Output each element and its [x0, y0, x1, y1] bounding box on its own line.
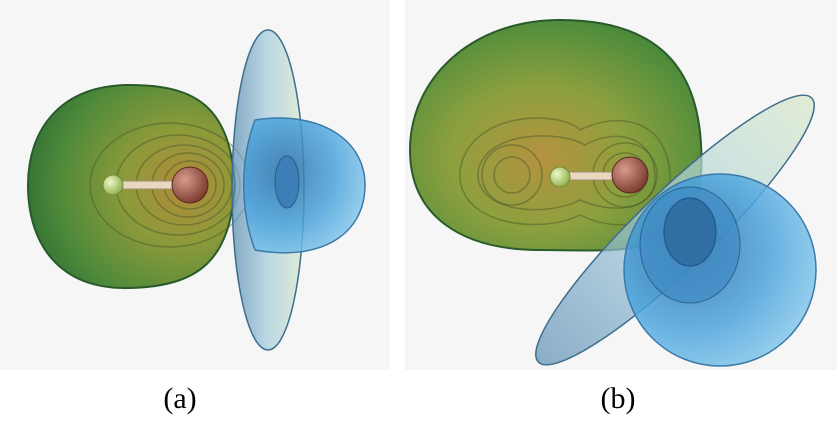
blue-core — [274, 155, 300, 209]
panel-b — [405, 0, 837, 370]
atom-light — [549, 166, 571, 188]
blue-lobe — [243, 117, 366, 254]
panel-label: (a) — [163, 382, 196, 415]
atom-heavy — [611, 156, 649, 194]
atom-heavy — [171, 166, 209, 204]
blue-core — [663, 197, 717, 267]
panel-a — [0, 0, 390, 370]
atom-light — [102, 174, 124, 196]
panel-label: (b) — [601, 382, 636, 415]
